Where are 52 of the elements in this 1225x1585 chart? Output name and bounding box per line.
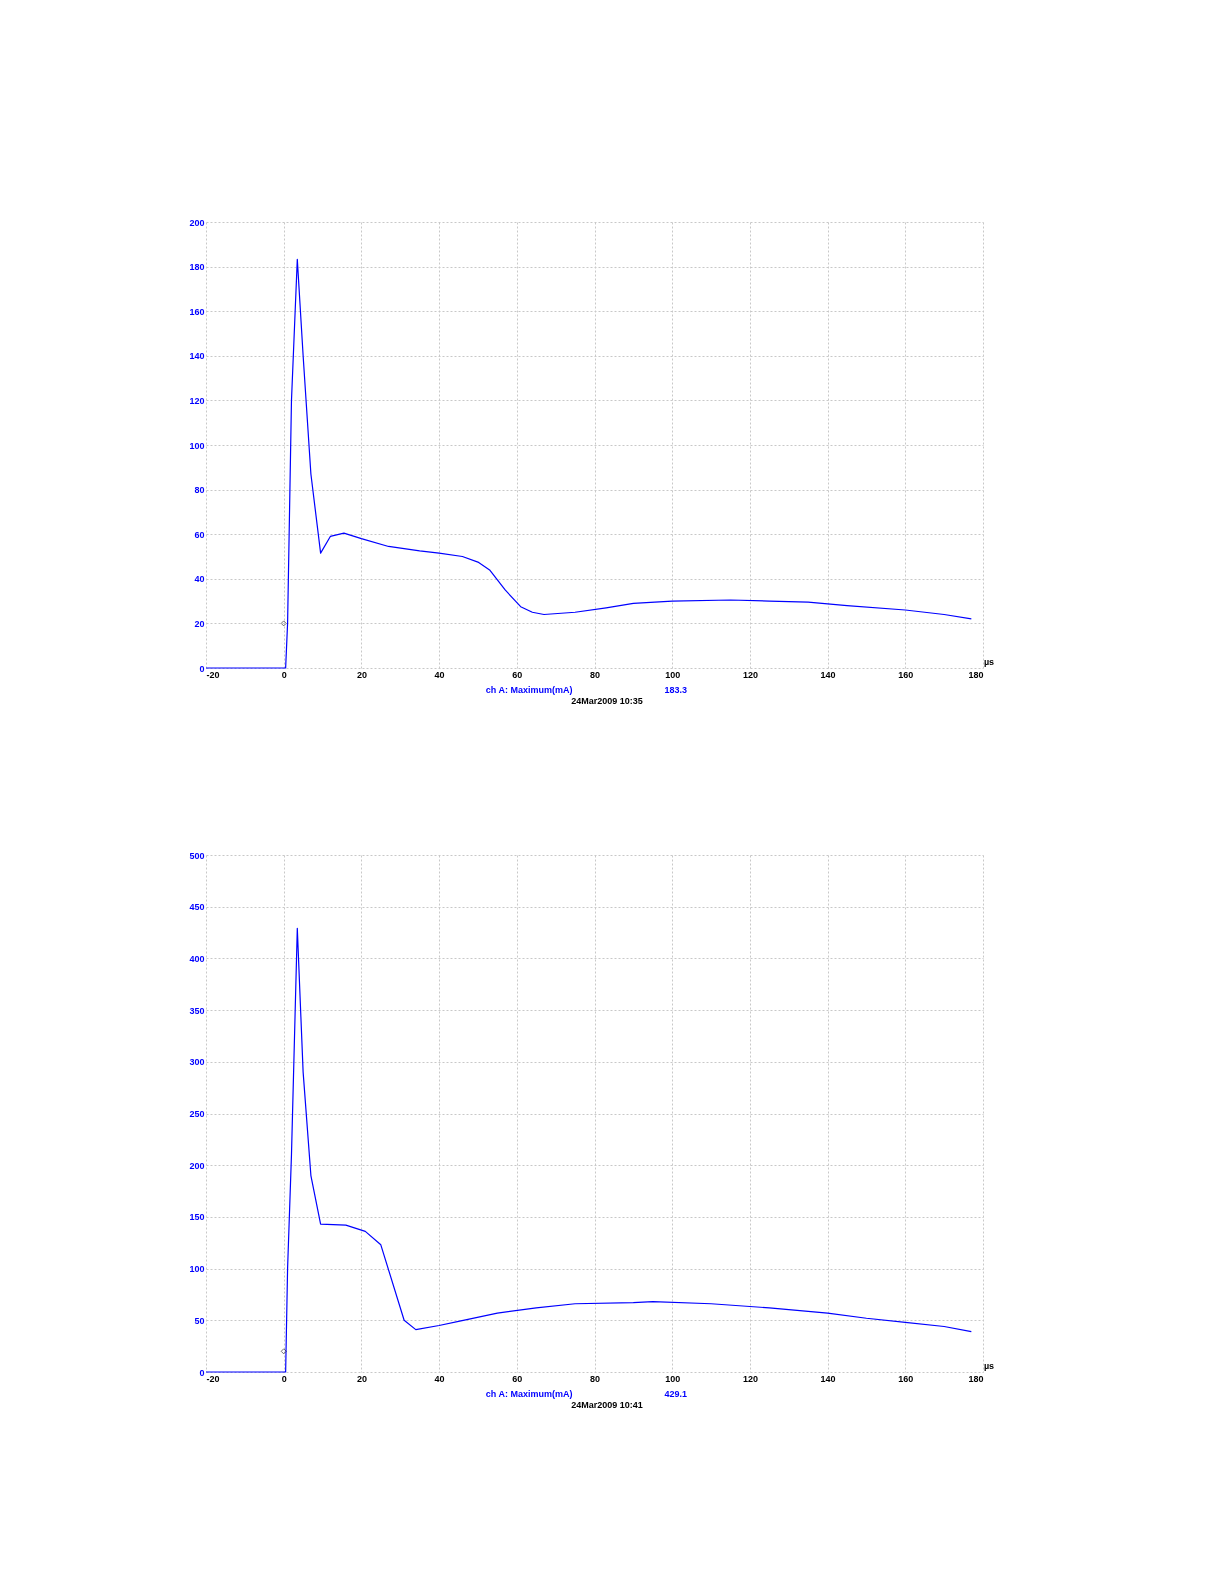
y-tick-label: 180 [189,262,205,273]
x-tick-label: 120 [742,669,758,680]
y-tick-label: 40 [194,574,205,585]
x-tick-label: 160 [898,1373,914,1384]
x-tick-label: 60 [512,1373,523,1384]
x-axis-title: µs [983,657,995,667]
x-tick-label: 140 [820,669,836,680]
x-tick-label: -20 [206,669,220,680]
x-tick-label: 80 [589,669,601,680]
y-tick-label: 160 [189,306,205,317]
line-series [205,927,972,1373]
x-tick-label: 140 [820,1373,836,1384]
y-tick-label: 80 [194,485,205,496]
text: 429.1 [664,1389,687,1399]
y-tick-label: 120 [189,395,205,406]
x-tick-label: 40 [434,1373,445,1384]
x-tick-label: 180 [968,669,984,680]
text: 24Mar2009 10:35 [571,696,643,706]
x-tick-label: 20 [356,669,367,680]
y-tick-label: 500 [189,850,205,861]
line-series [205,258,972,669]
y-tick-label: 250 [189,1109,205,1119]
y-tick-label: 450 [189,902,205,913]
x-tick-label: 160 [898,669,914,680]
x-tick-label: 120 [742,1373,758,1384]
y-tick-label: 140 [189,351,205,362]
x-tick-label: 100 [665,669,681,680]
text: ch A: Maximum(mA) [485,685,573,695]
x-tick-label: 100 [665,1373,681,1384]
y-tick-label: 200 [189,1160,205,1171]
y-tick-label: 400 [189,953,205,964]
text: ch A: Maximum(mA) [485,1389,573,1399]
x-tick-label: 20 [356,1373,367,1384]
x-tick-label: 0 [281,1373,287,1384]
text: 183.3 [664,685,687,695]
x-tick-label: 60 [512,669,523,680]
x-tick-label: 80 [589,1373,601,1384]
y-tick-label: 300 [189,1057,205,1068]
y-tick-label: 100 [189,1264,205,1275]
y-tick-label: 200 [189,217,205,228]
y-tick-label: 20 [194,618,205,629]
x-tick-label: 40 [434,669,445,680]
y-tick-label: 50 [194,1315,205,1326]
x-axis-title: µs [983,1361,995,1371]
y-tick-label: 100 [189,440,205,451]
x-tick-label: 0 [281,669,287,680]
y-tick-label: 150 [189,1212,205,1223]
text: 24Mar2009 10:41 [571,1400,643,1410]
x-tick-label: -20 [206,1373,220,1384]
y-tick-label: 350 [189,1005,205,1016]
x-tick-label: 180 [968,1373,984,1384]
y-tick-label: 60 [194,529,205,540]
